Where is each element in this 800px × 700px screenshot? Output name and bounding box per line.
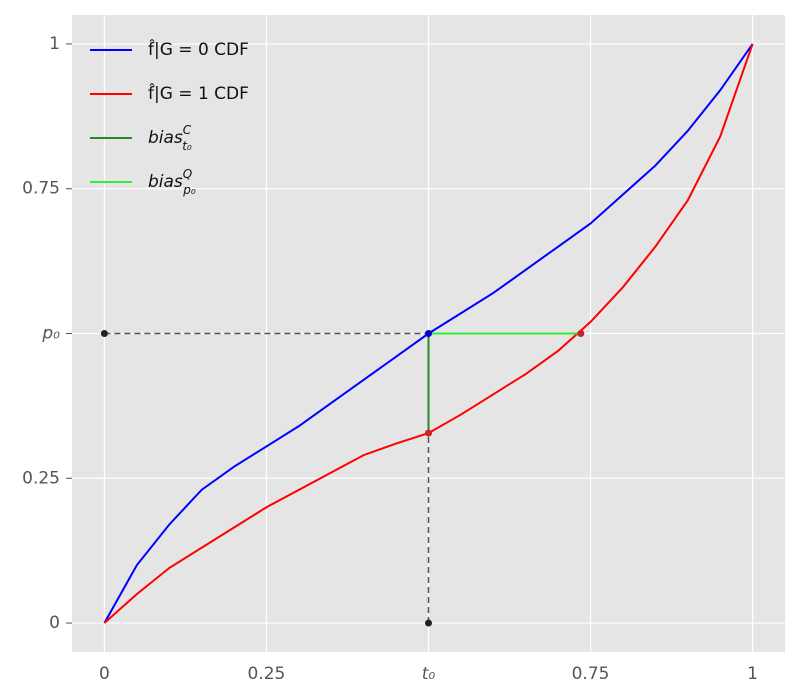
point	[100, 330, 108, 337]
legend-label: f̂|G = 0 CDF	[148, 39, 249, 60]
legend-name: bias	[148, 172, 183, 192]
y-tick-label: p₀	[41, 324, 60, 344]
point	[425, 429, 432, 437]
legend-sup: Q	[183, 167, 192, 181]
legend-label: biasQ p₀	[148, 167, 196, 197]
y-tick-label: 0.25	[22, 468, 60, 488]
legend-sub: p₀	[182, 183, 196, 197]
legend-sub: t₀	[182, 139, 192, 153]
x-tick-label: 0	[99, 664, 110, 684]
x-tick-label: 0.25	[248, 664, 286, 684]
x-tick-label: t₀	[422, 664, 436, 684]
legend-sup: C	[183, 123, 192, 137]
point	[425, 619, 432, 627]
legend-label: f̂|G = 1 CDF	[148, 83, 249, 104]
y-tick-label: 1	[49, 34, 60, 54]
point	[425, 330, 432, 337]
y-tick-label: 0	[49, 613, 60, 633]
legend-name: bias	[148, 128, 183, 148]
x-tick-label: 0.75	[572, 664, 610, 684]
legend-label: biasC t₀	[148, 123, 192, 153]
x-tick-label: 1	[747, 664, 758, 684]
y-tick-label: 0.75	[22, 179, 60, 199]
point	[577, 330, 585, 337]
